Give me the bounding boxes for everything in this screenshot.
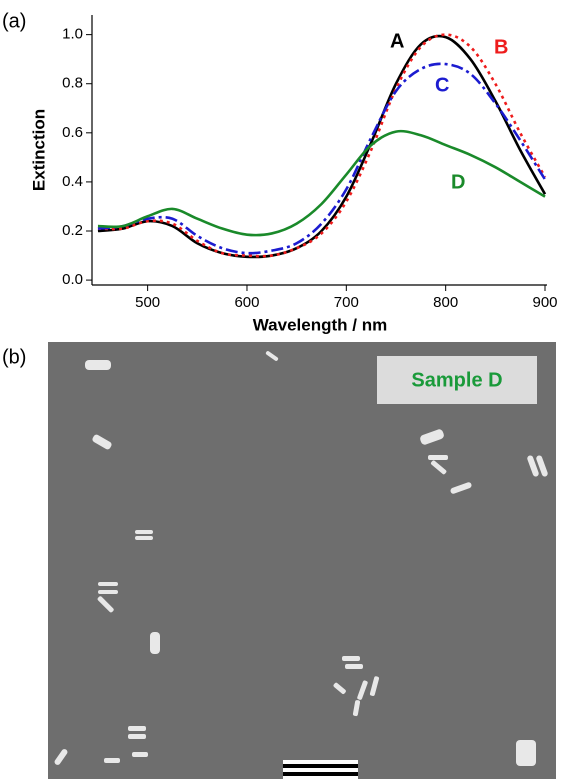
- x-axis-label: Wavelength / nm: [253, 315, 387, 334]
- y-tick-label: 0.0: [62, 271, 83, 288]
- series-line: [97, 62, 547, 255]
- plot: 0.0 0.2 0.4 0.6 0.8 1.0 500 600 700 800 900 A B C D: [62, 15, 558, 311]
- x-tick-label: 900: [532, 294, 557, 311]
- series-line: [97, 33, 547, 258]
- y-tick-label: 1.0: [62, 26, 83, 43]
- image-label: Sample D: [411, 369, 502, 391]
- sem-image: [48, 342, 556, 779]
- x-tick-label: 700: [334, 294, 359, 311]
- panel-label: (b): [2, 346, 26, 368]
- x-tick-label: 600: [234, 294, 259, 311]
- series-label: D: [451, 171, 465, 193]
- y-tick-label: 0.2: [62, 222, 83, 239]
- y-tick-label: 0.4: [62, 173, 83, 190]
- y-tick-label: 0.6: [62, 124, 83, 141]
- y-axis-label: Extinction: [29, 109, 48, 191]
- x-tick-label: 500: [135, 294, 160, 311]
- y-tick-label: 0.8: [62, 75, 83, 92]
- series-label: B: [494, 36, 508, 58]
- series-label: A: [390, 30, 404, 52]
- series-line: [97, 129, 546, 237]
- panel-label: (a): [2, 10, 26, 32]
- series-label: C: [435, 74, 449, 96]
- x-tick-label: 800: [433, 294, 458, 311]
- series-line: [97, 34, 547, 259]
